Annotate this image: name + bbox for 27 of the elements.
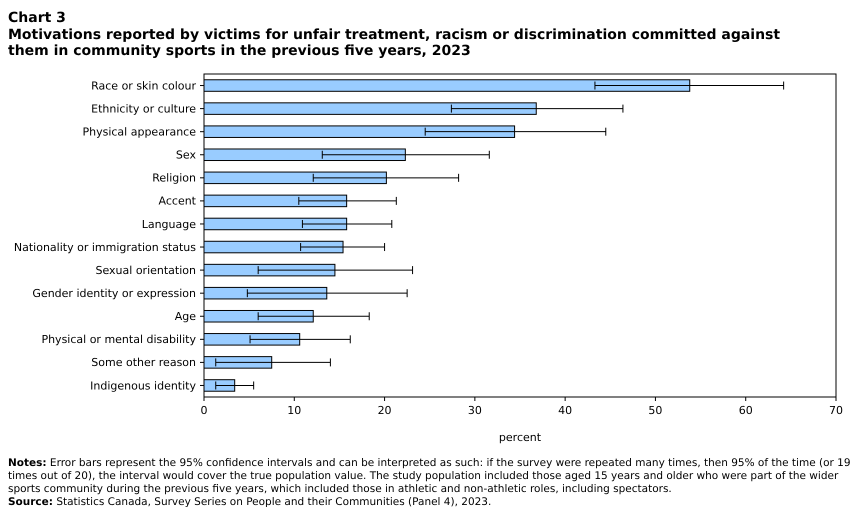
y-tick-label: Religion [152,172,196,185]
x-tick-label: 40 [558,404,572,417]
chart-subtitle: Motivations reported by victims for unfair treatment, racism or discrimination committed against them in community sports in the previous five years, 2023 [8,27,780,59]
text: Notes: Error bars represent the 95% confidence intervals and can be interpreted as such: if the survey were repeated many times, then 95% of the time (or 19 times out of 20), the interval would cover the true population value. The study population included those aged 15 years and older who were part of the wider sports community during the previous five years, which included those in athletic and non-athletic roles, including spectators. [8,457,851,495]
x-tick-label: 10 [287,404,302,417]
x-tick-label: 0 [200,404,208,417]
y-tick-label: Sex [176,148,196,162]
x-tick-label: 50 [648,404,662,417]
source-note: Source: Statistics Canada, Survey Series on People and their Communities (Panel 4), 2023. [8,496,492,508]
y-tick-label: Nationality or immigration status [14,240,196,254]
y-tick-label: Some other reason [91,356,196,370]
y-tick-label: Ethnicity or culture [91,102,196,116]
x-tick-label: 30 [468,404,482,417]
x-tick-label: 70 [829,404,843,417]
y-tick-label: Gender identity or expression [32,287,196,300]
y-tick-label: Age [174,310,196,324]
x-axis-title: percent [498,431,542,444]
y-tick-label: Accent [158,194,197,208]
text: Chart 3 [8,10,66,26]
y-tick-label: Physical appearance [82,126,196,139]
x-tick-label: 60 [738,404,753,417]
x-tick-label: 20 [378,404,392,417]
y-tick-label: Language [142,218,196,231]
y-tick-label: Race or skin colour [91,79,196,92]
y-tick-label: Indigenous identity [90,379,196,392]
y-tick-label: Physical or mental disability [41,333,196,346]
y-tick-label: Sexual orientation [95,264,196,277]
